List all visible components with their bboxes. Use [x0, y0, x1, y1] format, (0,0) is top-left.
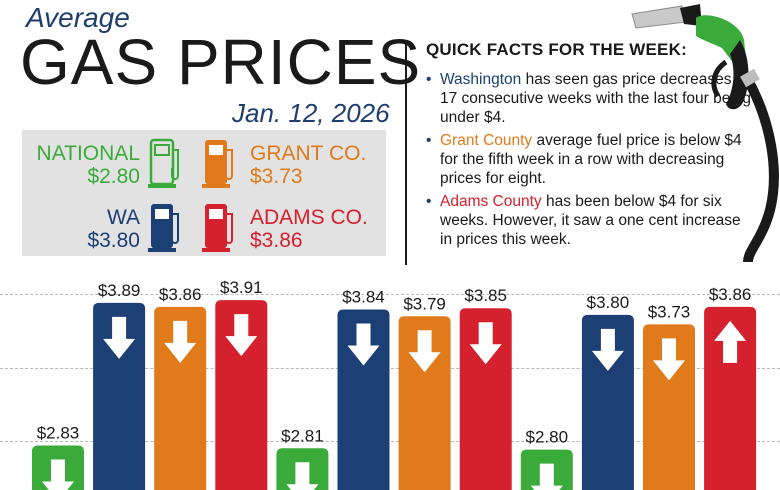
bar-grant: [398, 316, 451, 490]
facts-heading: QUICK FACTS FOR THE WEEK:: [426, 40, 687, 59]
grant-label: GRANT CO.: [250, 142, 367, 165]
national-value: $2.80: [87, 165, 140, 188]
national-price: NATIONAL $2.80: [22, 142, 140, 188]
bar-value-label: $2.81: [281, 426, 324, 445]
fact-text: has seen gas price decreases for 17 cons…: [440, 71, 754, 126]
bar-wa: [581, 314, 634, 490]
gridline: [0, 368, 780, 369]
arrow-down-icon: [103, 316, 136, 359]
orange-gas-pump-icon: [202, 140, 233, 188]
blue-gas-pump-icon: [148, 204, 179, 252]
header-average: Average: [26, 2, 130, 33]
fact-item: Grant County average fuel price is below…: [426, 131, 756, 188]
adams-label: ADAMS CO.: [250, 206, 368, 229]
wa-label: WA: [106, 206, 140, 229]
grant-value: $3.73: [250, 165, 303, 188]
national-label: NATIONAL: [36, 142, 140, 165]
fact-highlight: Washington: [440, 71, 522, 88]
facts-list: Washington has seen gas price decreases …: [426, 70, 756, 253]
arrow-down-icon: [469, 322, 502, 365]
header-date: Jan. 12, 2026: [232, 98, 390, 128]
arrow-down-icon: [653, 338, 685, 381]
bar-value-label: $3.73: [648, 302, 691, 321]
fact-highlight: Grant County: [440, 132, 533, 149]
arrow-down-icon: [164, 320, 197, 363]
bar-value-label: $3.86: [709, 285, 752, 304]
bar-grant: [154, 306, 207, 490]
arrow-down-icon: [408, 330, 441, 373]
arrow-up-icon: [714, 320, 747, 363]
bar-value-label: $3.85: [464, 286, 507, 305]
bar-value-label: $2.80: [526, 428, 569, 447]
fact-text: has been below $4 for six weeks. However…: [440, 193, 741, 248]
bar-value-label: $3.80: [587, 293, 630, 312]
fact-text: average fuel price is below $4 for the f…: [440, 132, 742, 187]
page-title: GAS PRICES: [20, 26, 422, 98]
arrow-down-icon: [591, 328, 624, 371]
bar-adams: [459, 308, 512, 490]
grant-price: GRANT CO. $3.73: [250, 142, 366, 188]
gridline: [0, 294, 780, 295]
gridline: [0, 441, 780, 442]
arrow-down-icon: [286, 462, 319, 490]
fact-highlight: Adams County: [440, 193, 542, 210]
bar-adams: [704, 306, 757, 490]
vertical-divider: [405, 40, 407, 265]
bar-wa: [93, 302, 146, 490]
bar-value-label: $2.83: [37, 424, 80, 443]
arrow-down-icon: [225, 314, 258, 357]
wa-value: $3.80: [87, 229, 140, 252]
wa-price: WA $3.80: [22, 206, 140, 252]
bar-value-label: $3.84: [342, 288, 385, 307]
fact-item: Adams County has been below $4 for six w…: [426, 192, 756, 249]
adams-price: ADAMS CO. $3.86: [250, 206, 368, 252]
bar-value-label: $3.86: [159, 285, 202, 304]
red-gas-pump-icon: [202, 204, 233, 252]
adams-value: $3.86: [250, 229, 303, 252]
bar-value-label: $3.91: [220, 278, 263, 297]
bar-adams: [215, 300, 268, 490]
bar-grant: [643, 324, 695, 490]
arrow-down-icon: [347, 323, 380, 366]
arrow-down-icon: [42, 459, 74, 490]
bar-value-label: $3.89: [98, 281, 141, 300]
bar-value-label: $3.79: [403, 294, 446, 313]
green-gas-pump-icon: [148, 138, 179, 188]
arrow-down-icon: [530, 463, 563, 490]
current-prices-box: NATIONAL $2.80 GRANT CO. $3.73 WA $3.80 …: [22, 130, 386, 256]
fact-item: Washington has seen gas price decreases …: [426, 70, 756, 127]
gas-nozzle-icon: [631, 4, 779, 263]
bar-wa: [337, 309, 390, 490]
